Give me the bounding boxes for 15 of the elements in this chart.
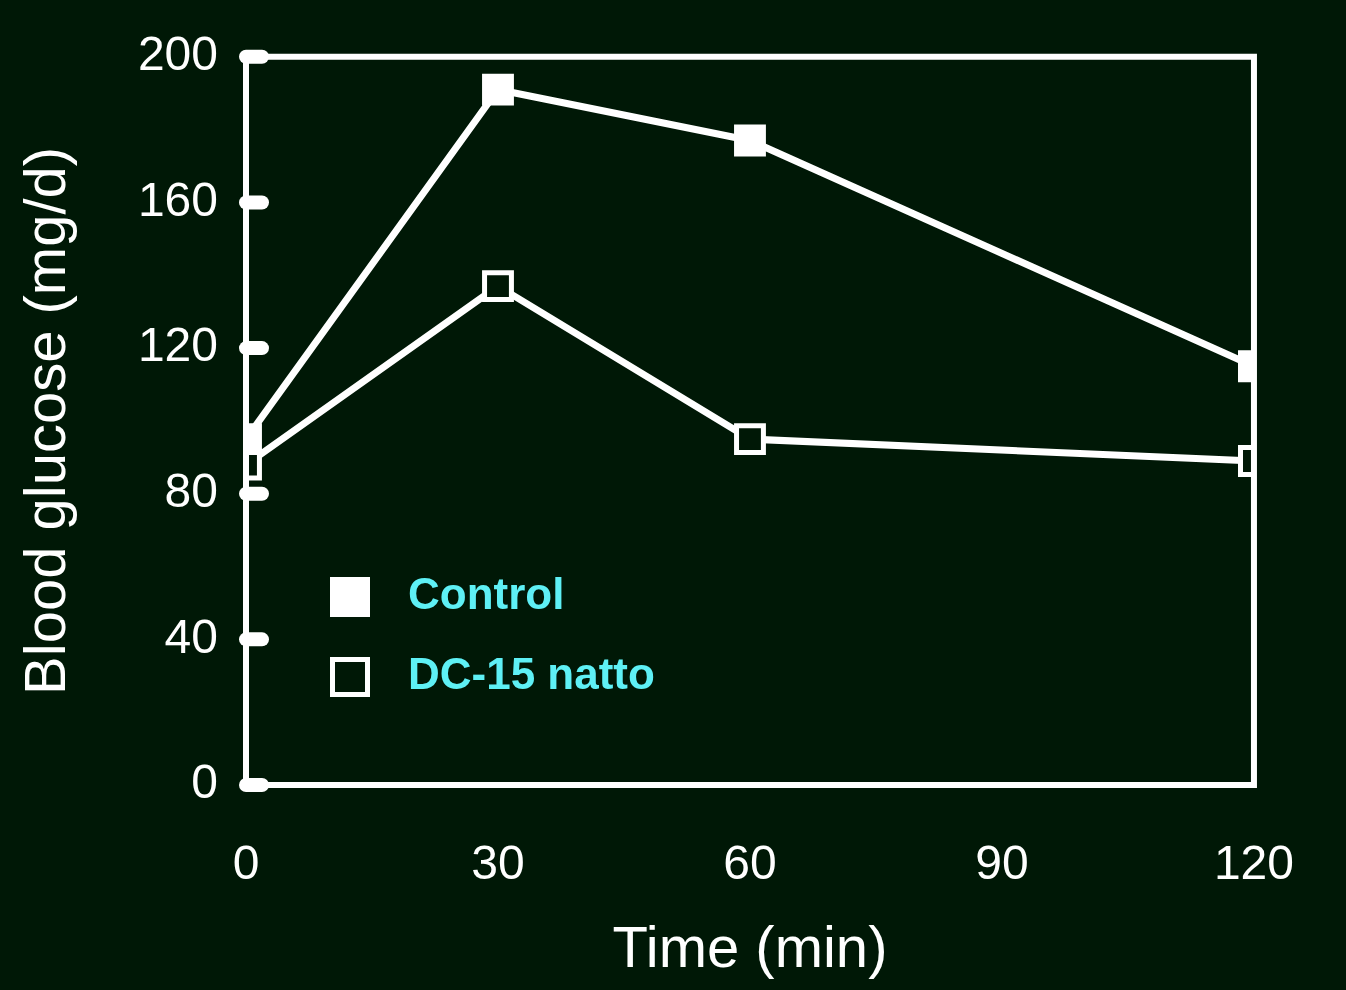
y-tick-label: 160	[137, 172, 218, 226]
y-tick-label: 200	[137, 27, 218, 81]
x-tick-label: 0	[232, 836, 260, 890]
y-axis-title: Blood glucose (mg/d)	[11, 146, 77, 695]
x-tick-label: 30	[471, 836, 525, 890]
y-tick-label: 120	[137, 318, 218, 372]
y-tick-label: 0	[191, 755, 218, 809]
x-tick-label: 60	[723, 836, 777, 890]
legend-label: Control	[408, 569, 565, 619]
y-tick-label: 80	[164, 463, 218, 517]
x-axis-title: Time (min)	[612, 914, 888, 980]
y-tick-label: 40	[164, 609, 218, 663]
legend-label: DC-15 natto	[408, 649, 655, 699]
x-tick-label: 120	[1213, 836, 1294, 890]
x-tick-label: 90	[975, 836, 1029, 890]
